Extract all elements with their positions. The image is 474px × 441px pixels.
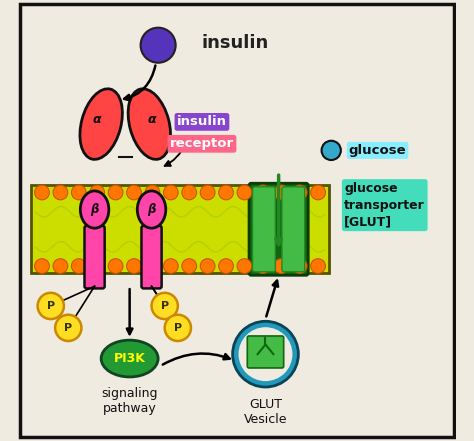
Circle shape xyxy=(321,141,341,160)
Text: GLUT
Vesicle: GLUT Vesicle xyxy=(244,398,287,426)
Circle shape xyxy=(164,259,178,273)
Circle shape xyxy=(219,185,233,200)
Circle shape xyxy=(233,321,298,387)
Circle shape xyxy=(182,259,197,273)
Circle shape xyxy=(219,259,233,273)
Circle shape xyxy=(274,259,289,273)
FancyBboxPatch shape xyxy=(282,187,305,272)
Circle shape xyxy=(55,315,82,341)
Text: PI3K: PI3K xyxy=(114,352,146,365)
Circle shape xyxy=(108,259,123,273)
FancyBboxPatch shape xyxy=(253,187,275,272)
Circle shape xyxy=(292,185,307,200)
Text: signaling
pathway: signaling pathway xyxy=(101,387,158,415)
Text: β: β xyxy=(147,203,156,216)
Circle shape xyxy=(145,259,160,273)
Circle shape xyxy=(35,185,49,200)
Circle shape xyxy=(145,185,160,200)
Circle shape xyxy=(164,185,178,200)
Circle shape xyxy=(255,259,270,273)
Circle shape xyxy=(90,259,105,273)
Circle shape xyxy=(35,259,49,273)
Text: glucose: glucose xyxy=(349,144,406,157)
Circle shape xyxy=(37,293,64,319)
FancyBboxPatch shape xyxy=(247,336,283,368)
Circle shape xyxy=(237,185,252,200)
Text: α: α xyxy=(147,113,156,126)
Circle shape xyxy=(72,259,86,273)
Circle shape xyxy=(90,185,105,200)
Text: receptor: receptor xyxy=(170,137,234,150)
Circle shape xyxy=(127,185,141,200)
FancyBboxPatch shape xyxy=(249,183,308,275)
Circle shape xyxy=(274,185,289,200)
Circle shape xyxy=(311,259,326,273)
Text: P: P xyxy=(174,323,182,333)
Text: insulin: insulin xyxy=(202,34,269,52)
FancyBboxPatch shape xyxy=(141,226,162,288)
Circle shape xyxy=(182,185,197,200)
Text: P: P xyxy=(64,323,73,333)
FancyBboxPatch shape xyxy=(31,186,329,273)
Text: α: α xyxy=(92,113,101,126)
Text: P: P xyxy=(161,301,169,311)
Text: glucose
transporter
[GLUT]: glucose transporter [GLUT] xyxy=(345,182,425,229)
Circle shape xyxy=(141,28,176,63)
Circle shape xyxy=(201,259,215,273)
Circle shape xyxy=(238,327,292,381)
Ellipse shape xyxy=(80,89,122,159)
Ellipse shape xyxy=(101,340,158,377)
Text: β: β xyxy=(91,203,99,216)
Circle shape xyxy=(255,185,270,200)
Circle shape xyxy=(292,259,307,273)
Ellipse shape xyxy=(80,191,109,228)
Circle shape xyxy=(311,185,326,200)
Circle shape xyxy=(164,315,191,341)
FancyBboxPatch shape xyxy=(84,226,105,288)
Circle shape xyxy=(108,185,123,200)
Circle shape xyxy=(152,293,178,319)
Circle shape xyxy=(237,259,252,273)
Circle shape xyxy=(53,185,68,200)
Ellipse shape xyxy=(128,89,171,159)
Circle shape xyxy=(72,185,86,200)
Circle shape xyxy=(127,259,141,273)
Text: P: P xyxy=(47,301,55,311)
Circle shape xyxy=(201,185,215,200)
Ellipse shape xyxy=(137,191,166,228)
Circle shape xyxy=(53,259,68,273)
Text: insulin: insulin xyxy=(177,116,227,128)
